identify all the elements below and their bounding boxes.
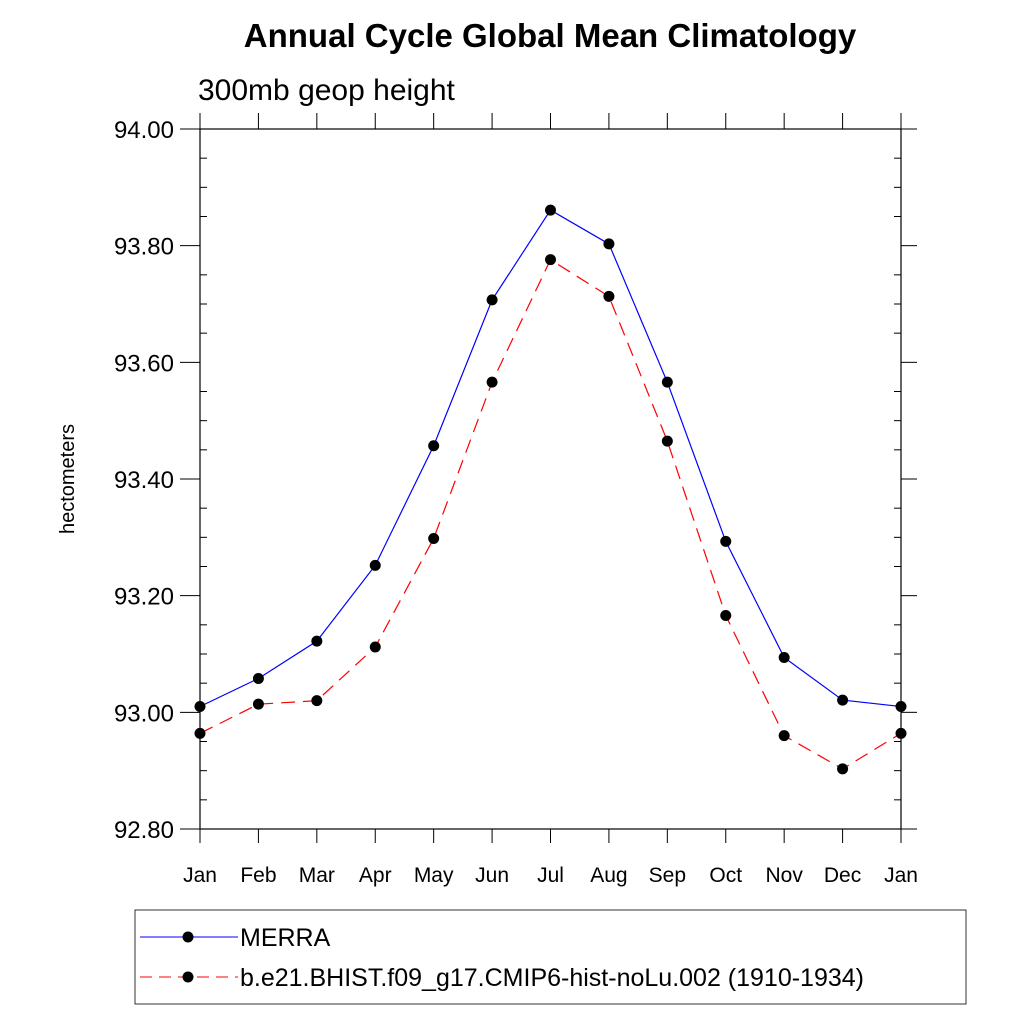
data-point-series-0 [778,652,790,663]
data-point-series-1 [428,533,440,544]
y-tick-label: 93.40 [114,467,174,494]
data-point-series-0 [194,701,206,712]
x-tick-label: Nov [765,864,803,887]
x-tick-label: Feb [240,864,276,887]
data-point-series-1 [486,376,498,388]
y-axis-label: hectometers [57,424,79,534]
data-point-series-0 [895,701,907,712]
x-tick-label: May [414,864,454,887]
axis-ticks [180,113,917,843]
x-tick-label: Jun [475,864,509,887]
legend: MERRA b.e21.BHIST.f09_g17.CMIP6-hist-noL… [134,909,967,1005]
data-point-series-1 [603,290,615,302]
y-tick-label: 93.80 [114,234,174,261]
data-point-series-1 [194,727,206,739]
series-markers [194,204,907,775]
data-point-series-1 [252,698,264,710]
legend-label-cesm: b.e21.BHIST.f09_g17.CMIP6-hist-noLu.002 … [240,964,864,992]
data-point-series-1 [778,730,790,742]
x-tick-label: Sep [649,864,686,887]
x-tick-label: Apr [359,864,392,887]
plot-frame [199,128,902,830]
data-point-series-0 [311,635,323,647]
data-point-series-1 [545,254,556,266]
x-tick-label: Jul [537,864,564,887]
y-tick-label: 93.20 [114,584,174,611]
data-point-series-1 [369,641,381,653]
series-line-1 [199,258,902,770]
x-tick-label: Mar [299,864,335,887]
data-point-series-0 [486,294,498,306]
data-point-series-1 [311,695,323,707]
data-point-series-1 [837,763,849,775]
data-point-series-1 [895,727,907,739]
data-point-series-0 [252,673,264,684]
chart-subtitle: 300mb geop height [198,74,456,107]
legend-box [134,909,967,1005]
data-point-series-0 [428,440,440,452]
data-point-series-0 [661,376,673,388]
x-tick-label: Oct [709,864,742,887]
x-tick-label: Aug [590,864,627,887]
legend-marker-cesm [182,971,194,983]
data-point-series-1 [661,435,673,447]
legend-marker-merra [182,931,194,943]
legend-label-merra: MERRA [240,924,331,952]
y-tick-labels: 92.80 93.00 93.20 93.40 93.60 93.80 94.00 [114,117,174,844]
chart-title: Annual Cycle Global Mean Climatology [244,17,857,54]
data-point-series-0 [720,535,732,547]
x-tick-label: Dec [824,864,861,887]
data-point-series-0 [545,204,556,216]
data-point-series-0 [603,238,615,250]
data-point-series-0 [369,559,381,571]
x-tick-label: Jan [884,864,918,887]
y-tick-label: 93.60 [114,350,174,377]
y-tick-label: 94.00 [114,117,174,144]
x-tick-label: Jan [183,864,217,887]
series-line-0 [199,209,902,708]
series-lines [199,209,902,770]
data-point-series-0 [837,694,849,706]
data-point-series-1 [720,610,732,621]
y-tick-label: 93.00 [114,700,174,727]
x-tick-labels: Jan Feb Mar Apr May Jun Jul Aug Sep Oct Nov Dec Jan [183,864,918,887]
y-tick-label: 92.80 [114,817,174,844]
